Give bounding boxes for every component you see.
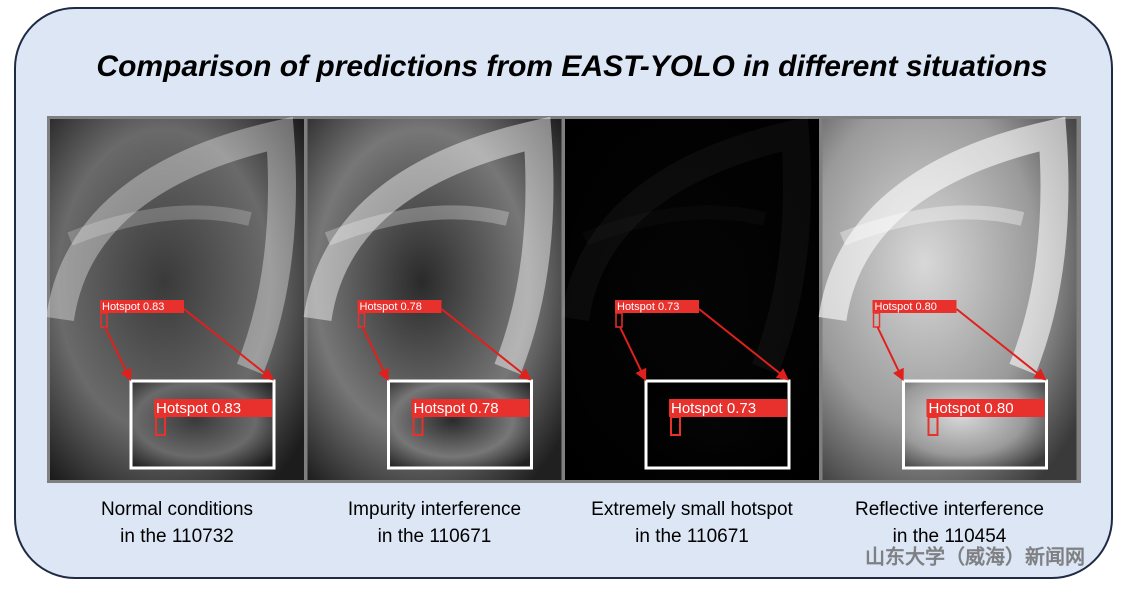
detection-box xyxy=(615,312,623,328)
zoom-arrow xyxy=(876,326,904,382)
detection-label: Hotspot 0.83 xyxy=(102,301,164,313)
detection-box xyxy=(100,312,108,328)
vessel-arc xyxy=(818,116,1069,375)
zoom-arrow xyxy=(361,326,389,382)
detection-box xyxy=(670,416,681,436)
detection-label-bg xyxy=(615,300,699,313)
vessel-arc xyxy=(324,205,510,246)
detection-box xyxy=(927,416,939,436)
caption: Reflective interference xyxy=(855,499,1044,520)
caption: in the 110454 xyxy=(893,526,1007,547)
detection-box xyxy=(357,312,366,328)
caption: Normal conditions xyxy=(101,499,253,520)
vessel-arc xyxy=(561,116,811,375)
zoom-arrow xyxy=(955,308,1047,381)
caption: in the 110671 xyxy=(635,526,749,547)
detection-box xyxy=(872,312,881,328)
zoom-inset xyxy=(387,379,533,470)
vessel-arc xyxy=(67,205,252,246)
detection-label-bg xyxy=(357,300,442,313)
zoom-arrow xyxy=(698,308,789,381)
zoom-inset xyxy=(902,379,1048,470)
caption: Impurity interference xyxy=(348,499,521,520)
detection-label: Hotspot 0.80 xyxy=(875,301,937,313)
detection-label: Hotspot 0.73 xyxy=(617,301,679,313)
detection-label: Hotspot 0.83 xyxy=(156,400,241,417)
caption: in the 110671 xyxy=(378,526,492,547)
zoom-arrow xyxy=(104,326,132,382)
detection-box xyxy=(155,416,166,436)
zoom-inset xyxy=(644,379,791,470)
detection-label: Hotspot 0.73 xyxy=(671,400,756,417)
vessel-arc xyxy=(46,116,296,375)
detection-label-bg xyxy=(411,399,530,417)
caption: Extremely small hotspot xyxy=(591,499,793,520)
detection-label-bg xyxy=(926,399,1045,417)
detection-label-bg xyxy=(669,399,787,417)
detection-label-bg xyxy=(100,300,184,313)
detection-label: Hotspot 0.78 xyxy=(414,400,499,417)
watermark: 山东大学（威海）新闻网 xyxy=(865,544,1085,568)
zoom-arrow xyxy=(183,308,274,381)
zoom-inset xyxy=(129,379,276,470)
detection-label-bg xyxy=(154,399,272,417)
panels: Hotspot 0.83 Hotspot 0.83 Normal condition… xyxy=(46,116,1077,547)
detection-label: Hotspot 0.78 xyxy=(360,301,422,313)
detection-label: Hotspot 0.80 xyxy=(929,400,1014,417)
vessel-arc xyxy=(303,116,554,375)
zoom-arrow xyxy=(619,326,647,382)
detection-box xyxy=(412,416,424,436)
title: Comparison of predictions from EAST-YOLO… xyxy=(96,50,1047,83)
vessel-arc xyxy=(839,205,1025,246)
detection-label-bg xyxy=(872,300,957,313)
zoom-arrow xyxy=(440,308,532,381)
caption: in the 110732 xyxy=(120,526,234,547)
